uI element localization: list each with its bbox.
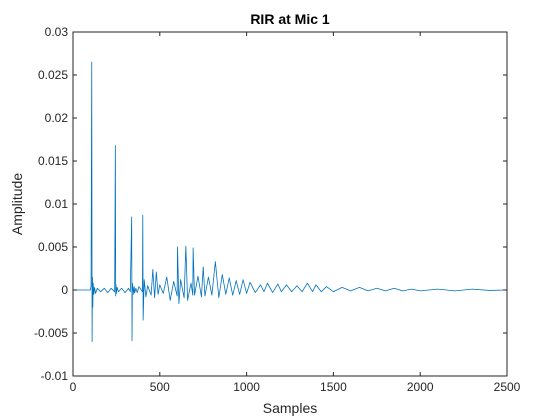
tick-layer: 0 500 1000 1500 2000 2500 -0.01 -0.005 0 0.005 0.0… [34,25,521,394]
y-tick-label: 0.02 [45,111,69,125]
series-line-0 [73,61,508,342]
y-tick-label: 0.01 [45,197,69,211]
x-tick-label: 1000 [233,380,260,394]
y-tick-label: 0 [61,283,68,297]
chart-title: RIR at Mic 1 [250,11,330,27]
y-tick-label: 0.005 [38,240,68,254]
x-tick-label: 2500 [494,380,521,394]
x-tick-label: 0 [70,380,77,394]
y-tick-label: -0.01 [41,369,69,383]
x-tick-label: 2000 [407,380,434,394]
x-axis-title: Samples [263,400,317,416]
x-tick-label: 1500 [320,380,347,394]
y-axis-title: Amplitude [9,173,25,235]
plot-area [73,32,507,376]
y-tick-label: 0.025 [38,68,68,82]
x-tick-label: 500 [150,380,170,394]
series-layer [73,61,508,342]
y-tick-label: 0.015 [38,154,68,168]
y-tick-label: 0.03 [45,25,69,39]
y-tick-label: -0.005 [34,326,68,340]
